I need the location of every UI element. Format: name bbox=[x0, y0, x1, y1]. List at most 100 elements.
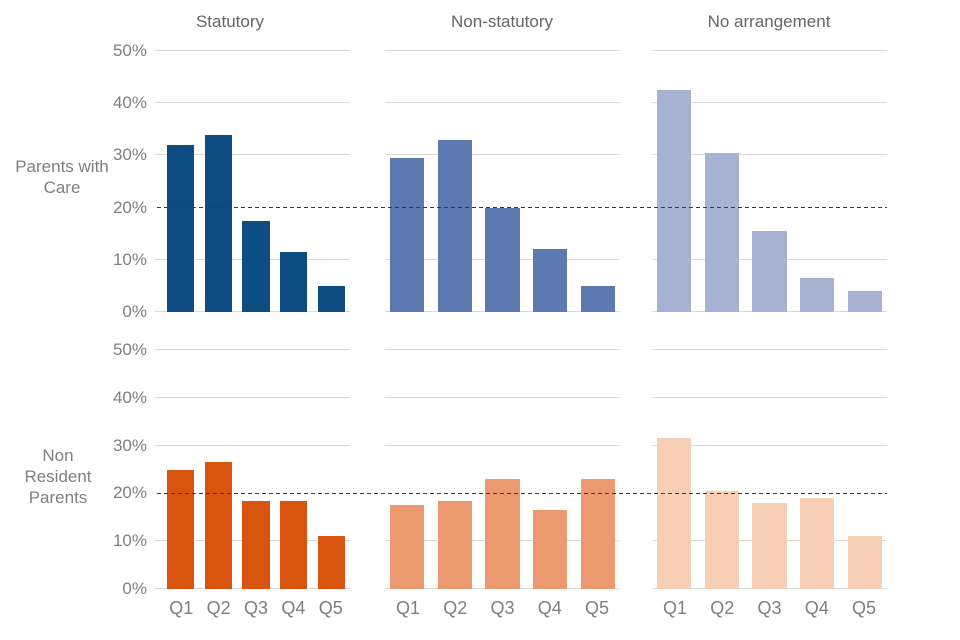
reference-line-20pct-top bbox=[157, 207, 887, 208]
x-tick-label-q4: Q4 bbox=[281, 598, 306, 618]
panel-non-resident-parents-non-statutory bbox=[385, 349, 620, 589]
gridline-30pct bbox=[652, 444, 887, 446]
column-title-non-statutory: Non-statutory bbox=[450, 12, 554, 31]
bars-group bbox=[652, 51, 887, 312]
x-tick-label-q1: Q1 bbox=[395, 598, 420, 618]
y-tick-label: 40% bbox=[112, 387, 147, 407]
y-tick-label: 0% bbox=[122, 579, 147, 598]
gridline-50pct bbox=[652, 349, 887, 350]
x-tick-label-q4: Q4 bbox=[537, 598, 562, 618]
bar-q4 bbox=[533, 510, 568, 589]
x-tick-label-q2: Q2 bbox=[443, 598, 468, 618]
bar-q2 bbox=[204, 134, 232, 312]
bars-group bbox=[385, 51, 620, 312]
y-axis-ticks-top-row: 50% 40% 30% 20% 10% 0% bbox=[85, 41, 147, 321]
x-tick-label-q2: Q2 bbox=[710, 598, 735, 618]
gridline-40pct bbox=[155, 102, 350, 104]
panel-parents-with-care-statutory bbox=[155, 50, 350, 312]
bar-q1 bbox=[167, 469, 195, 589]
y-tick-label: 20% bbox=[112, 197, 147, 217]
bar-q2 bbox=[704, 491, 739, 589]
bar-q3 bbox=[242, 220, 270, 312]
gridline-40pct bbox=[385, 102, 620, 104]
gridline-30pct bbox=[652, 154, 887, 156]
row-label-non-resident-parents: Non Resident Parents bbox=[24, 446, 92, 507]
gridline-30pct bbox=[155, 154, 350, 156]
y-tick-label: 50% bbox=[112, 340, 147, 359]
y-tick-label: 10% bbox=[112, 531, 147, 551]
bar-q2 bbox=[204, 462, 232, 589]
bar-q5 bbox=[847, 536, 882, 589]
gridline-50pct bbox=[385, 349, 620, 350]
y-tick-label: 10% bbox=[112, 249, 147, 269]
panel-parents-with-care-non-statutory bbox=[385, 50, 620, 312]
bar-q5 bbox=[317, 536, 345, 589]
panel-non-resident-parents-statutory bbox=[155, 349, 350, 589]
bar-q1 bbox=[167, 144, 195, 312]
bar-q2 bbox=[437, 139, 472, 312]
reference-line-20pct-bottom bbox=[157, 493, 887, 494]
bar-q1 bbox=[390, 505, 425, 589]
bar-q3 bbox=[752, 231, 787, 312]
x-tick-label-q1: Q1 bbox=[662, 598, 687, 618]
x-tick-label-q5: Q5 bbox=[318, 598, 343, 618]
bars-group bbox=[652, 350, 887, 589]
panel-parents-with-care-no-arrangement bbox=[652, 50, 887, 312]
bar-q4 bbox=[280, 500, 308, 589]
bars-group bbox=[162, 350, 350, 589]
panel-non-resident-parents-no-arrangement bbox=[652, 349, 887, 589]
gridline-40pct bbox=[155, 396, 350, 398]
bars-group bbox=[385, 350, 620, 589]
column-title-no-arrangement: No arrangement bbox=[707, 12, 831, 31]
bar-q5 bbox=[580, 479, 615, 589]
x-tick-label-q3: Q3 bbox=[757, 598, 782, 618]
y-tick-label: 30% bbox=[112, 435, 147, 455]
x-tick-label-q3: Q3 bbox=[490, 598, 515, 618]
bars-group bbox=[162, 51, 350, 312]
bar-q5 bbox=[847, 291, 882, 312]
x-tick-label-q5: Q5 bbox=[584, 598, 609, 618]
gridline-50pct bbox=[155, 349, 350, 350]
bar-q4 bbox=[280, 251, 308, 312]
column-title-statutory: Statutory bbox=[195, 12, 265, 31]
x-tick-label-q4: Q4 bbox=[804, 598, 829, 618]
x-axis-labels-non-statutory: Q1 Q2 Q3 Q4 Q5 bbox=[385, 596, 620, 620]
y-axis-ticks-bottom-row: 50% 40% 30% 20% 10% 0% bbox=[85, 340, 147, 598]
x-tick-label-q2: Q2 bbox=[206, 598, 231, 618]
gridline-50pct bbox=[652, 50, 887, 51]
bar-q3 bbox=[485, 479, 520, 589]
bar-q3 bbox=[485, 207, 520, 312]
gridline-50pct bbox=[385, 50, 620, 51]
bar-q5 bbox=[580, 285, 615, 312]
x-axis-labels-no-arrangement: Q1 Q2 Q3 Q4 Q5 bbox=[652, 596, 887, 620]
gridline-30pct bbox=[155, 444, 350, 446]
y-tick-label: 20% bbox=[112, 483, 147, 503]
gridline-30pct bbox=[385, 154, 620, 156]
gridline-40pct bbox=[385, 396, 620, 398]
bar-q1 bbox=[657, 438, 692, 589]
y-tick-label: 30% bbox=[112, 145, 147, 165]
x-axis-labels-statutory: Q1 Q2 Q3 Q4 Q5 bbox=[162, 596, 350, 620]
y-tick-label: 40% bbox=[112, 93, 147, 113]
bar-q1 bbox=[657, 90, 692, 312]
bar-q2 bbox=[437, 500, 472, 589]
row-label-parents-with-care: Parents with Care bbox=[15, 157, 109, 197]
y-tick-label: 50% bbox=[112, 41, 147, 60]
bar-q3 bbox=[752, 502, 787, 589]
gridline-30pct bbox=[385, 444, 620, 446]
x-tick-label-q1: Q1 bbox=[169, 598, 194, 618]
x-tick-label-q3: Q3 bbox=[243, 598, 268, 618]
bar-q4 bbox=[533, 249, 568, 312]
bar-q5 bbox=[317, 285, 345, 312]
gridline-40pct bbox=[652, 102, 887, 104]
bar-q3 bbox=[242, 500, 270, 589]
bar-q1 bbox=[390, 158, 425, 312]
bar-q4 bbox=[800, 278, 835, 312]
bar-q4 bbox=[800, 498, 835, 589]
y-tick-label: 0% bbox=[122, 302, 147, 321]
bar-q2 bbox=[704, 152, 739, 312]
gridline-50pct bbox=[155, 50, 350, 51]
x-tick-label-q5: Q5 bbox=[851, 598, 876, 618]
gridline-40pct bbox=[652, 396, 887, 398]
